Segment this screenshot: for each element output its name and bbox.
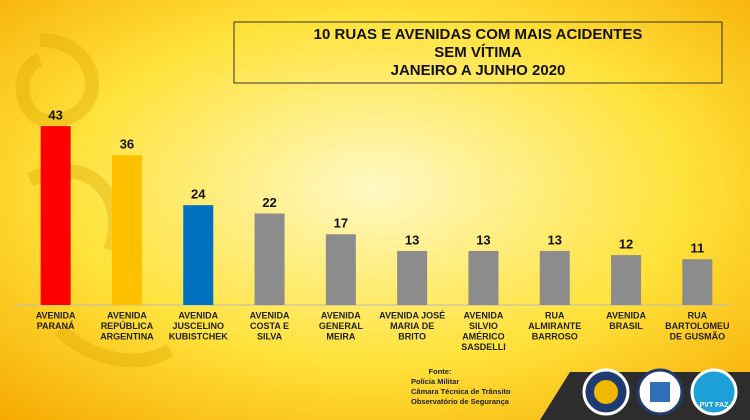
value-label: 12 [619,237,633,252]
x-tick-label: ALMIRANTE [528,321,581,331]
x-tick-label: SILVA [257,331,283,341]
bar [183,205,214,305]
x-tick-label: COSTA E [250,321,289,331]
x-tick-label: JUSCELINO [172,321,224,331]
chart-title: SEM VÍTIMA [434,44,522,61]
value-label: 13 [476,232,490,247]
value-label: 13 [405,232,419,247]
logo [690,368,738,416]
x-tick-label: AVENIDA [107,310,147,320]
bar [468,250,499,305]
x-tick-label: AVENIDA [464,310,504,320]
value-label: 11 [690,241,704,256]
x-tick-label: KUBISTCHEK [169,331,229,341]
bar [397,250,428,305]
bar [682,259,713,305]
x-tick-label: SASDELLI [461,342,506,352]
x-tick-label: DE GUSMÃO [670,331,726,341]
x-tick-label: RUA [545,310,565,320]
x-tick-label: AVENIDA [178,310,218,320]
logos: PVT FAZ [582,368,738,416]
chart-title: JANEIRO A JUNHO 2020 [391,62,566,79]
x-tick-label: MEIRA [326,331,356,341]
x-tick-label: BARTOLOMEU [665,321,729,331]
x-tick-label: AVENIDA JOSÉ [379,310,445,320]
x-tick-label: BRASIL [609,321,643,331]
value-label: 36 [120,137,134,152]
logo [650,382,670,402]
logo [594,380,618,404]
bar [325,234,356,305]
bar [40,126,71,306]
x-tick-label: BRITO [398,331,426,341]
title-box [233,21,723,84]
x-tick-label: MARIA DE [390,321,434,331]
x-tick-label: SILVIO [469,321,498,331]
chart-title: 10 RUAS E AVENIDAS COM MAIS ACIDENTES [314,26,643,43]
x-tick-label: AVENIDA [321,310,361,320]
value-label: 24 [191,187,206,202]
x-tick-label: AVENIDA [36,310,76,320]
bar [111,155,142,305]
source-text: Fonte: [429,367,452,376]
bar [254,213,285,305]
x-tick-label: GENERAL [319,321,364,331]
source-text: Câmara Técnica de Trânsito [411,387,511,396]
x-tick-label: RUA [688,310,708,320]
x-tick-label: AVENIDA [606,310,646,320]
value-label: 17 [334,216,348,231]
x-tick-label: AVENIDA [250,310,290,320]
x-tick-label: PARANÁ [37,321,75,331]
logo-text: PVT FAZ [700,402,730,409]
x-tick-label: ARGENTINA [100,331,154,341]
value-label: 13 [548,232,562,247]
bar [611,255,642,305]
x-tick-label: REPÚBLICA [101,320,154,331]
value-label: 22 [262,195,276,210]
x-tick-label: AMÉRICO [462,331,505,341]
value-label: 43 [48,108,62,123]
source-text: Polícia Militar [411,377,459,386]
x-tick-label: BARROSO [532,331,578,341]
source-text: Observatório de Segurança [411,397,510,406]
bar [539,250,570,305]
